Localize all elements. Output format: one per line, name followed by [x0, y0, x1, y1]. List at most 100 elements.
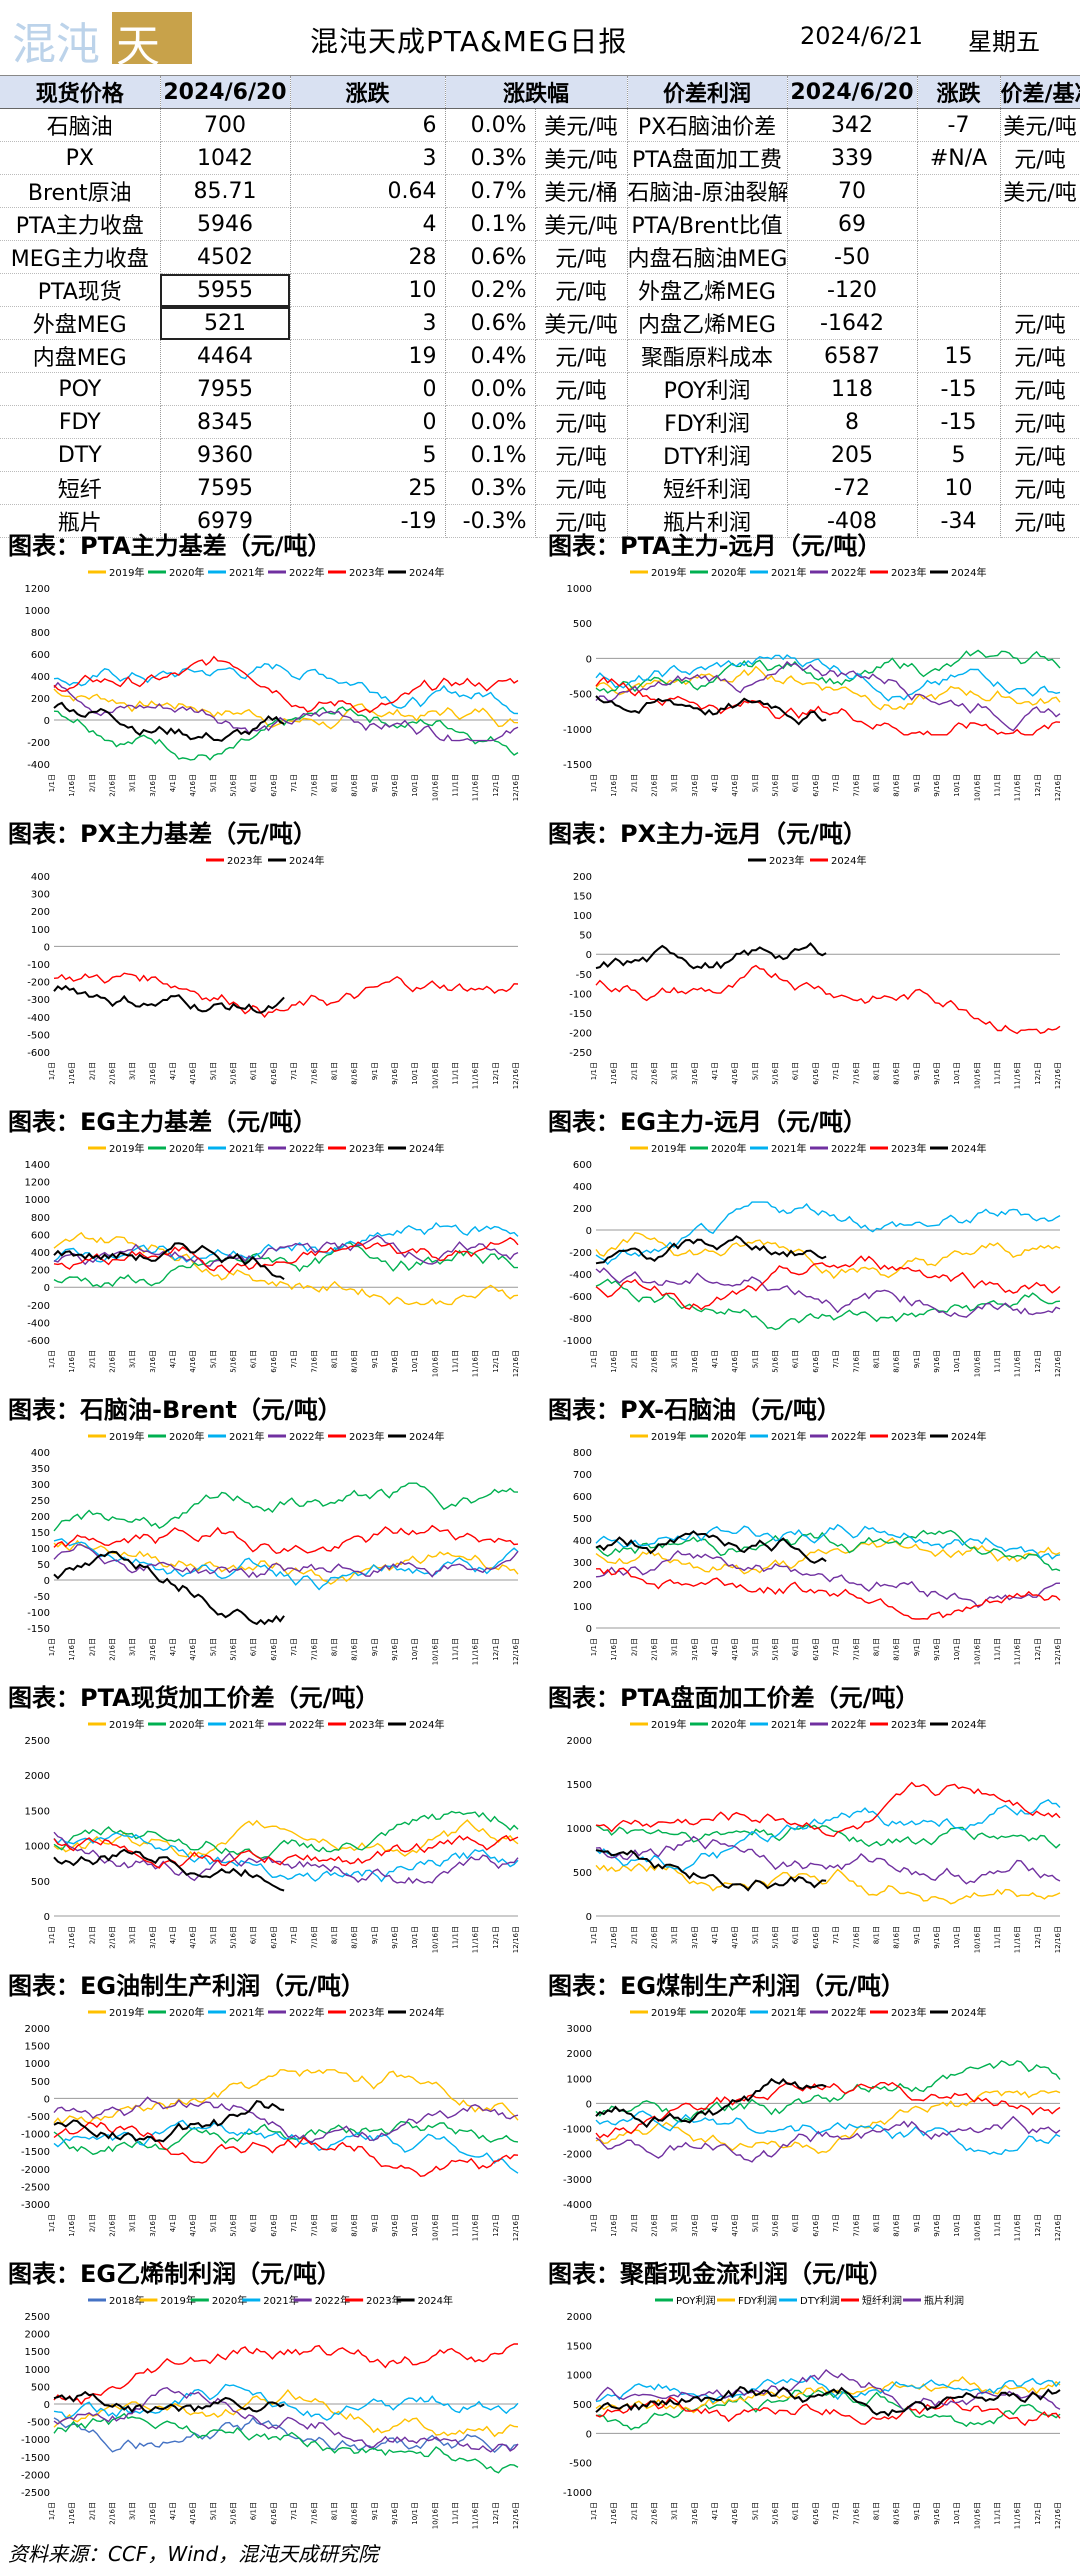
y-tick-label: 500 — [573, 2400, 592, 2411]
series-line-2020 — [53, 1810, 519, 1860]
y-tick-label: -100 — [27, 1608, 50, 1619]
table-cell: 28 — [290, 240, 446, 274]
y-tick-label: -2000 — [21, 2470, 50, 2481]
y-tick-label: -1000 — [563, 2125, 592, 2136]
x-tick-label: 5/1日 — [751, 1062, 759, 1080]
x-tick-label: 8/16日 — [351, 2502, 359, 2525]
y-tick-label: 50 — [579, 931, 592, 942]
table-cell: 0.2% — [445, 273, 536, 307]
x-tick-label: 1/16日 — [68, 2502, 76, 2525]
x-tick-label: 8/16日 — [893, 1926, 901, 1949]
x-tick-label: 12/1日 — [492, 1350, 500, 1373]
x-tick-label: 2/1日 — [630, 1926, 638, 1944]
table-row: PTA主力收盘 5946 4 0.1% 美元/吨 PTA/Brent比值 69 — [0, 207, 1080, 241]
y-tick-label: -1000 — [563, 1336, 592, 1347]
y-tick-label: -500 — [569, 2459, 592, 2470]
x-tick-label: 11/16日 — [472, 1350, 480, 1377]
y-tick-label: -50 — [34, 1592, 50, 1603]
table-cell: PTA盘面加工费 — [627, 141, 788, 175]
x-tick-label: 2/16日 — [651, 774, 659, 797]
x-tick-label: 3/1日 — [671, 774, 679, 792]
y-tick-label: 400 — [31, 1448, 50, 1459]
x-tick-label: 4/1日 — [711, 1926, 719, 1944]
y-tick-label: -400 — [27, 760, 50, 771]
x-tick-label: 4/1日 — [169, 2214, 177, 2232]
x-tick-label: 7/16日 — [852, 1350, 860, 1373]
legend-label: 2024年 — [409, 566, 444, 579]
x-tick-label: 5/16日 — [772, 2214, 780, 2237]
y-tick-label: -800 — [569, 1314, 592, 1325]
x-tick-label: 10/1日 — [411, 1638, 419, 1661]
x-tick-label: 12/1日 — [492, 1638, 500, 1661]
legend-label: 2022年 — [315, 2294, 350, 2307]
x-tick-label: 9/1日 — [913, 1062, 921, 1080]
series-line-2024 — [53, 1848, 285, 1892]
table-cell: 4 — [290, 207, 446, 241]
x-tick-label: 7/16日 — [852, 2214, 860, 2237]
x-tick-label: 3/1日 — [129, 1350, 137, 1368]
x-tick-label: 1/16日 — [68, 1062, 76, 1085]
line-chart: 2023年 2024年 400 300 200 100 0 -100 -200 -300 -400 -… — [27, 854, 520, 1089]
x-tick-label: 1/1日 — [48, 774, 56, 792]
table-cell: 7595 — [160, 471, 291, 505]
x-tick-label: 3/1日 — [671, 2502, 679, 2520]
legend-label: 2020年 — [169, 1718, 204, 1731]
legend-label: 2021年 — [229, 1430, 264, 1443]
table-cell: 7955 — [160, 372, 291, 406]
legend-label: 2021年 — [263, 2294, 298, 2307]
legend-label: 2024年 — [951, 1430, 986, 1443]
x-tick-label: 9/1日 — [371, 1638, 379, 1656]
table-cell: 元/吨 — [1000, 405, 1080, 439]
x-tick-label: 3/1日 — [129, 1062, 137, 1080]
y-tick-label: 0 — [586, 1624, 592, 1635]
y-tick-label: -4000 — [563, 2200, 592, 2211]
x-tick-label: 3/1日 — [129, 774, 137, 792]
legend-label: 2020年 — [711, 1718, 746, 1731]
legend-label: 2021年 — [229, 566, 264, 579]
x-tick-label: 10/1日 — [411, 2214, 419, 2237]
x-tick-label: 7/1日 — [832, 1062, 840, 1080]
x-tick-label: 12/16日 — [1054, 2502, 1062, 2529]
legend-label: 2021年 — [771, 1142, 806, 1155]
x-tick-label: 12/16日 — [1054, 1638, 1062, 1665]
x-tick-label: 8/1日 — [330, 774, 338, 792]
x-tick-label: 1/1日 — [590, 1062, 598, 1080]
x-tick-label: 10/16日 — [973, 2214, 981, 2241]
x-tick-label: 4/1日 — [169, 1926, 177, 1944]
x-tick-label: 6/1日 — [250, 2502, 258, 2520]
series-line-2022 — [53, 2096, 519, 2144]
legend-label: 2020年 — [711, 566, 746, 579]
legend-label: 瓶片利润 — [924, 2294, 964, 2307]
table-cell: #N/A — [917, 141, 1001, 175]
x-tick-label: 6/1日 — [250, 1926, 258, 1944]
table-cell: POY — [0, 372, 161, 406]
table-cell: 205 — [787, 438, 918, 472]
series-line-2019 — [53, 1231, 519, 1306]
x-tick-label: 11/1日 — [451, 1638, 459, 1661]
y-tick-label: -1000 — [563, 725, 592, 736]
y-tick-label: -600 — [27, 1048, 50, 1059]
line-chart: 2019年 2020年 2021年 2022年 2023年 2024年 800 700 600 5… — [573, 1430, 1062, 1665]
x-tick-label: 7/1日 — [832, 1926, 840, 1944]
x-tick-label: 7/16日 — [852, 1926, 860, 1949]
x-tick-label: 9/1日 — [371, 1350, 379, 1368]
legend-label: 2023年 — [349, 566, 384, 579]
x-tick-label: 3/1日 — [129, 1926, 137, 1944]
x-tick-label: 3/16日 — [691, 1062, 699, 1085]
x-tick-label: 7/1日 — [290, 2502, 298, 2520]
table-cell: 6587 — [787, 339, 918, 373]
x-tick-label: 6/1日 — [792, 774, 800, 792]
x-tick-label: 7/1日 — [290, 774, 298, 792]
x-tick-label: 4/1日 — [711, 1062, 719, 1080]
series-line-2024 — [53, 2390, 285, 2414]
y-tick-label: -100 — [569, 989, 592, 1000]
x-tick-label: 9/16日 — [391, 1350, 399, 1373]
x-tick-label: 5/16日 — [772, 774, 780, 797]
y-tick-label: 0 — [44, 942, 50, 953]
x-tick-label: 9/1日 — [371, 1926, 379, 1944]
x-tick-label: 10/16日 — [431, 2502, 439, 2529]
x-tick-label: 10/16日 — [431, 2214, 439, 2241]
x-tick-label: 5/16日 — [772, 1062, 780, 1085]
legend-label: 2022年 — [289, 1142, 324, 1155]
